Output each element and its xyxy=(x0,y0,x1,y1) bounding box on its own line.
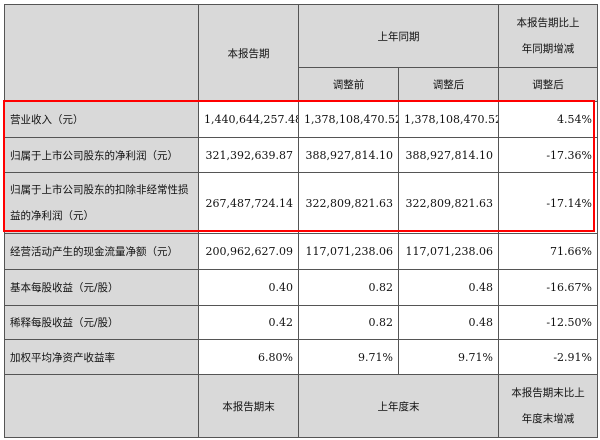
cell-current: 200,962,627.09 xyxy=(198,233,299,270)
cell-before: 388,927,814.10 xyxy=(298,137,399,173)
footer-period-end: 本报告期末 xyxy=(198,374,299,438)
table-row: 营业收入（元） 1,440,644,257.48 1,378,108,470.5… xyxy=(4,101,598,138)
cell-change: -16.67% xyxy=(498,269,598,306)
table-row: 归属于上市公司股东的净利润（元） 321,392,639.87 388,927,… xyxy=(4,137,598,173)
cell-current: 0.40 xyxy=(198,269,299,306)
cell-after: 0.48 xyxy=(398,305,499,340)
header-change: 本报告期比上年同期增减 xyxy=(498,4,598,68)
cell-change: 71.66% xyxy=(498,233,598,270)
row-label: 基本每股收益（元/股） xyxy=(4,269,199,306)
cell-change: -12.50% xyxy=(498,305,598,340)
cell-after: 117,071,238.06 xyxy=(398,233,499,270)
row-label: 加权平均净资产收益率 xyxy=(4,339,199,375)
header-prior-period: 上年同期 xyxy=(298,4,499,68)
cell-change: -2.91% xyxy=(498,339,598,375)
cell-after: 322,809,821.63 xyxy=(398,172,499,234)
cell-before: 0.82 xyxy=(298,269,399,306)
table-row: 加权平均净资产收益率 6.80% 9.71% 9.71% -2.91% xyxy=(4,339,598,375)
cell-current: 0.42 xyxy=(198,305,299,340)
cell-current: 267,487,724.14 xyxy=(198,172,299,234)
cell-change: -17.14% xyxy=(498,172,598,234)
header-empty xyxy=(4,4,199,102)
table-row: 归属于上市公司股东的扣除非经常性损益的净利润（元） 267,487,724.14… xyxy=(4,172,598,234)
header-change-after: 调整后 xyxy=(498,67,598,102)
cell-before: 9.71% xyxy=(298,339,399,375)
cell-change: 4.54% xyxy=(498,101,598,138)
cell-current: 6.80% xyxy=(198,339,299,375)
cell-after: 9.71% xyxy=(398,339,499,375)
cell-before: 117,071,238.06 xyxy=(298,233,399,270)
cell-after: 1,378,108,470.52 xyxy=(398,101,499,138)
cell-current: 321,392,639.87 xyxy=(198,137,299,173)
cell-after: 0.48 xyxy=(398,269,499,306)
header-after-adjust: 调整后 xyxy=(398,67,499,102)
cell-before: 0.82 xyxy=(298,305,399,340)
table-row: 稀释每股收益（元/股） 0.42 0.82 0.48 -12.50% xyxy=(4,305,598,340)
footer-empty xyxy=(4,374,199,438)
row-label: 营业收入（元） xyxy=(4,101,199,138)
row-label: 稀释每股收益（元/股） xyxy=(4,305,199,340)
cell-current: 1,440,644,257.48 xyxy=(198,101,299,138)
footer-change: 本报告期末比上年度末增减 xyxy=(498,374,598,438)
cell-change: -17.36% xyxy=(498,137,598,173)
table-row: 基本每股收益（元/股） 0.40 0.82 0.48 -16.67% xyxy=(4,269,598,306)
row-label: 归属于上市公司股东的扣除非经常性损益的净利润（元） xyxy=(4,172,199,234)
cell-after: 388,927,814.10 xyxy=(398,137,499,173)
financial-summary-table: 本报告期 上年同期 本报告期比上年同期增减 调整前 调整后 调整后 营业收入（元… xyxy=(4,4,598,438)
header-current-period: 本报告期 xyxy=(198,4,299,102)
table-row: 经营活动产生的现金流量净额（元） 200,962,627.09 117,071,… xyxy=(4,233,598,270)
footer-prior-year-end: 上年度末 xyxy=(298,374,499,438)
row-label: 经营活动产生的现金流量净额（元） xyxy=(4,233,199,270)
cell-before: 1,378,108,470.52 xyxy=(298,101,399,138)
row-label: 归属于上市公司股东的净利润（元） xyxy=(4,137,199,173)
header-before-adjust: 调整前 xyxy=(298,67,399,102)
cell-before: 322,809,821.63 xyxy=(298,172,399,234)
